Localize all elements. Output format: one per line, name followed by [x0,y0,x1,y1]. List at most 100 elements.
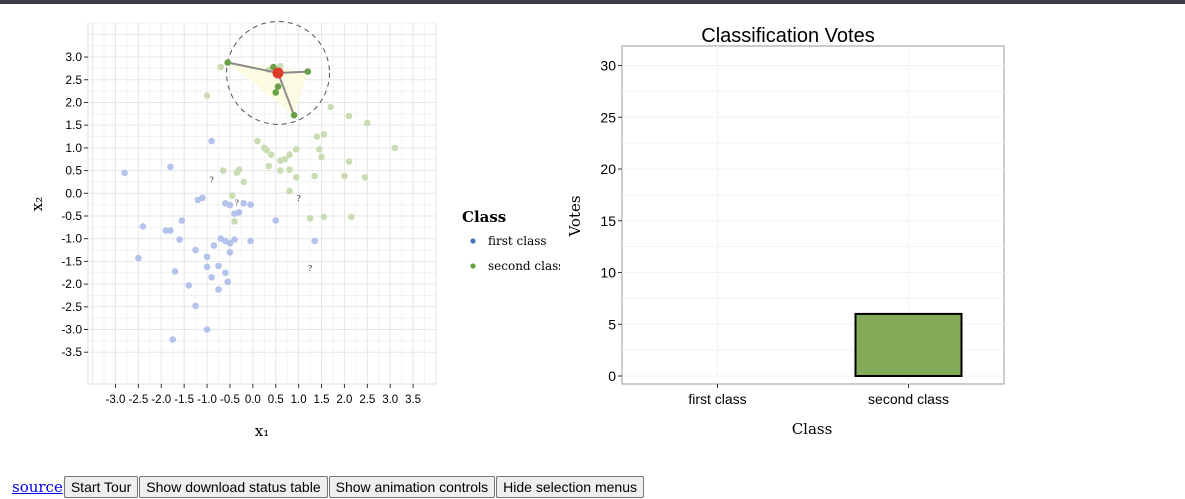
unknown-point: ? [296,194,300,203]
data-point [306,214,314,222]
scatter-points: ???? [121,62,399,343]
data-point [208,273,215,281]
x-tick-label: 3.5 [405,394,421,406]
x-tick-label: -0.5 [220,394,240,406]
data-point [240,199,247,207]
data-point [286,151,293,158]
show-animation-controls-button[interactable]: Show animation controls [328,476,496,498]
data-point [311,237,318,245]
neighbor-links [224,59,312,119]
bar[interactable] [854,312,963,377]
data-point [361,174,369,181]
hide-selection-menus-button[interactable]: Hide selection menus [496,476,645,498]
data-point [286,166,293,173]
data-point [203,263,211,271]
x-tick-label: 0.0 [245,394,261,406]
data-point [391,144,399,152]
unknown-point: ? [235,198,239,207]
x-tick-label: first class [688,391,746,407]
data-point [171,268,179,275]
data-point [247,201,254,208]
data-point [318,153,325,161]
data-point [265,162,273,170]
y-tick-label: 1.0 [65,141,82,155]
data-point [199,194,206,202]
data-point [178,217,186,224]
scatter-plot[interactable]: ???? 3.02.52.01.51.00.50.0-0.5-1.0-1.5-2… [0,4,560,444]
data-point [341,172,348,180]
bar-x-axis-label: Class [792,420,833,438]
data-point [226,201,234,209]
data-point [235,209,243,216]
unknown-point: ? [308,264,312,273]
data-point [210,242,218,249]
y-ticks: 3.0 2.5 2.0 1.5 1.0 0.5 0.0 -0.5 -1.0 -1.5 -2.0 -2.… [61,50,88,359]
data-point [176,236,183,243]
data-point [215,262,222,270]
x-tick-label: -2.0 [151,394,171,406]
neighbor-point [274,83,282,90]
data-point [231,236,238,243]
y-tick-label: -0.5 [61,209,82,223]
y-tick-label: -2.5 [61,300,82,314]
y-tick-label: 10 [600,265,616,281]
x-tick-label: -1.0 [197,394,217,406]
y-tick-label: -3.0 [61,323,82,337]
bars [854,312,963,377]
data-point [224,278,231,286]
query-point[interactable] [272,67,284,79]
neighbor-point [272,89,280,96]
start-tour-button[interactable]: Start Tour [63,476,139,498]
neighbor-circle [226,21,330,125]
data-point [267,151,275,158]
neighbor-point [290,111,298,119]
bar-y-ticks: 0 5 10 15 20 25 30 [600,58,622,384]
neighbor-area [227,62,308,116]
neighbor-circle-group [226,21,330,125]
data-point [219,167,227,174]
neighbor-point [224,59,231,66]
bar-chart: Classification Votes 0 5 10 15 20 25 30 first … [566,25,1005,438]
data-point [320,130,328,138]
show-download-status-button[interactable]: Show download status table [139,476,328,498]
y-axis-label: x₂ [28,197,46,211]
bar-y-axis-label: Votes [566,195,584,237]
x-tick-label: 2.5 [359,394,375,406]
neighbor-link [227,61,279,74]
data-point [254,137,261,145]
legend-title: Class [462,208,506,226]
data-point [169,336,177,343]
x-tick-label: second class [868,391,949,407]
top-bar [0,0,1185,4]
data-point [217,235,225,242]
x-tick-label: -3.0 [106,394,126,406]
data-point [313,133,321,140]
data-point [320,213,328,221]
y-tick-label: -3.5 [61,345,82,359]
data-point [231,218,238,225]
y-tick-label: 20 [600,161,616,177]
y-tick-label: 15 [600,213,616,229]
y-tick-label: 5 [608,316,616,332]
x-tick-label: 3.0 [382,394,398,406]
data-point [215,286,222,293]
source-link[interactable]: source [12,478,63,496]
legend-label-first-class[interactable]: first class [488,234,547,248]
neighbor-link [277,72,295,116]
y-tick-label: 1.5 [65,118,82,132]
data-point [192,246,199,254]
y-tick-label: -2.0 [61,277,82,291]
legend-dot-first-class [470,238,476,244]
data-point [364,119,371,127]
scatter-grid [88,22,437,384]
x-tick-label: 0.5 [268,394,284,406]
data-point [167,227,174,234]
y-tick-label: 2.0 [65,95,82,109]
data-point [139,223,147,230]
data-point [228,192,236,199]
legend-label-second-class[interactable]: second class [488,259,560,273]
data-point [121,169,128,177]
y-tick-label: 2.5 [65,73,82,87]
data-point [222,269,229,277]
data-point [272,217,280,224]
